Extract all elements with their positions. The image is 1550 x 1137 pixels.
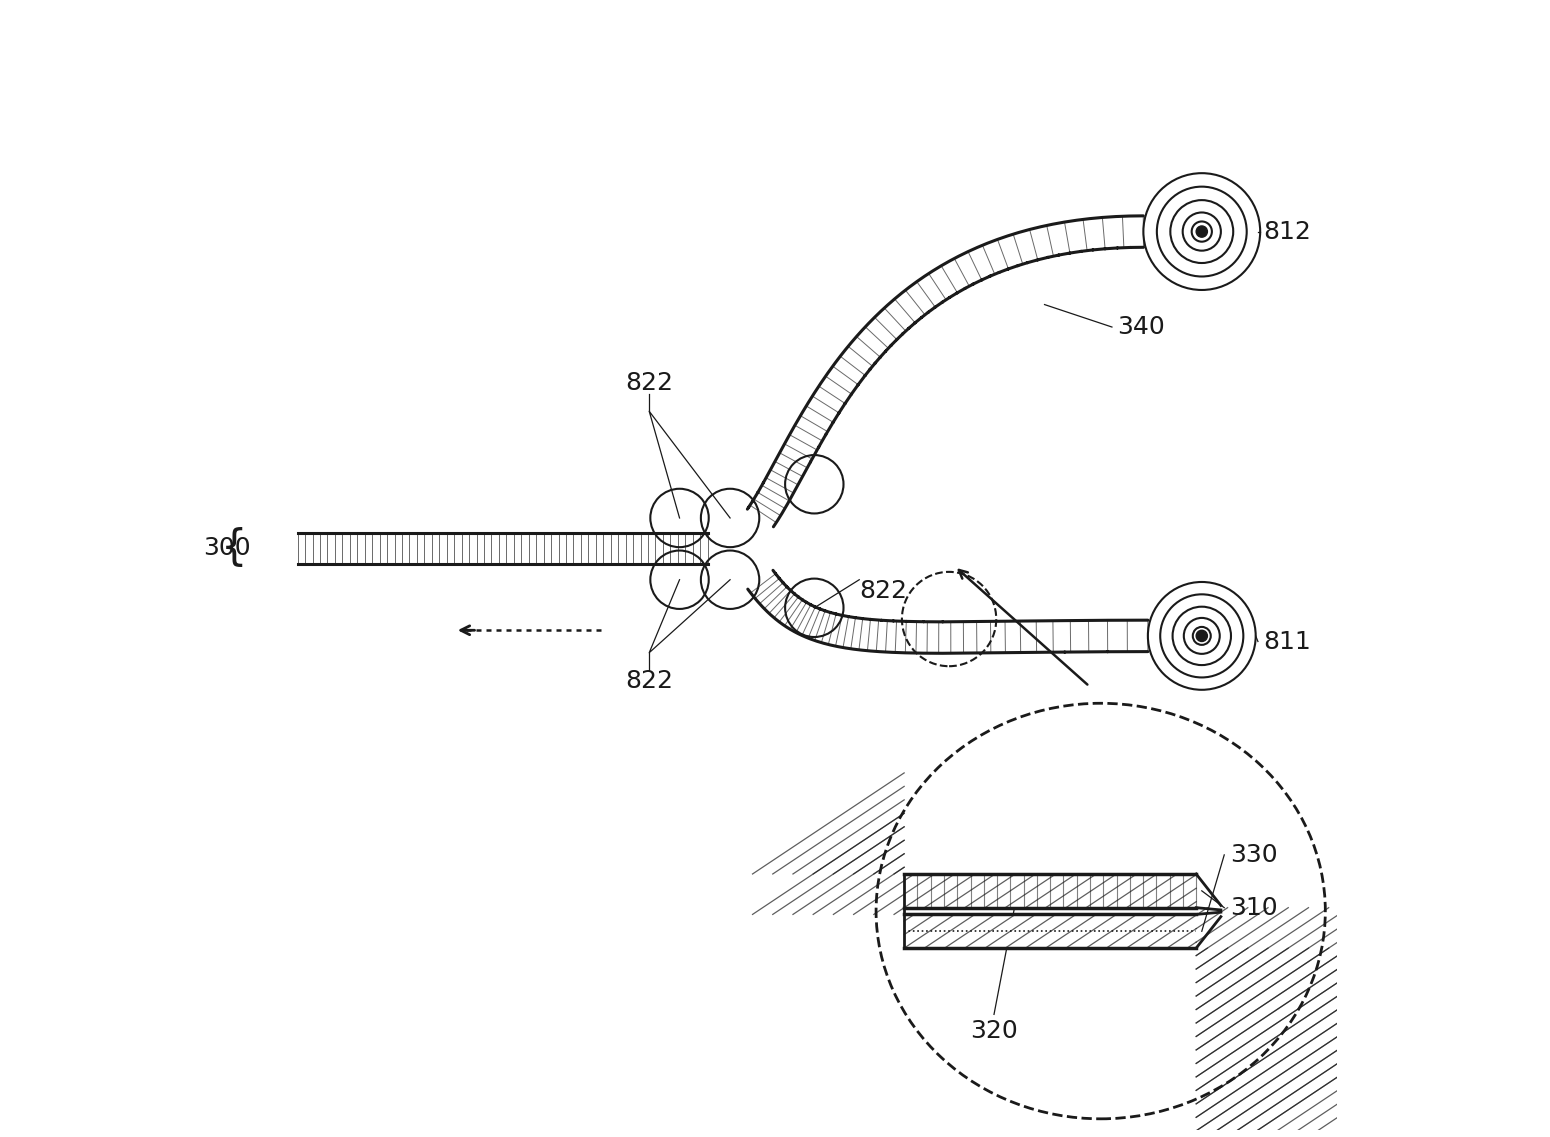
- Text: 822: 822: [625, 669, 673, 692]
- Text: 340: 340: [1118, 315, 1166, 339]
- Text: 330: 330: [1229, 843, 1277, 866]
- Text: 812: 812: [1263, 219, 1311, 243]
- Text: 811: 811: [1263, 630, 1311, 654]
- Text: 822: 822: [625, 371, 673, 396]
- Circle shape: [1197, 630, 1207, 641]
- Text: 310: 310: [1229, 896, 1277, 920]
- Text: {: {: [220, 528, 246, 570]
- Circle shape: [1197, 226, 1207, 238]
- Text: 300: 300: [203, 537, 251, 561]
- Bar: [904, 874, 1197, 907]
- Text: 822: 822: [859, 579, 907, 603]
- Text: 320: 320: [970, 1019, 1018, 1044]
- Bar: [904, 914, 1197, 948]
